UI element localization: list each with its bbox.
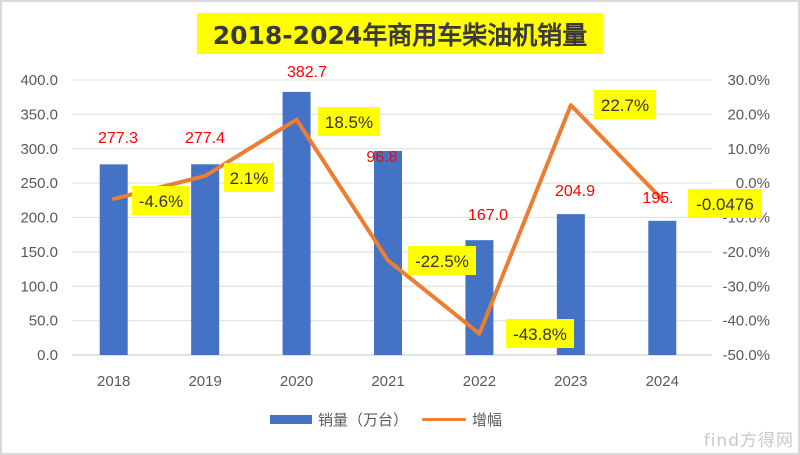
line-label-bg <box>688 189 762 218</box>
line-data-label: -0.0476 <box>696 195 754 214</box>
bar <box>99 164 128 355</box>
legend-swatch-line <box>422 418 467 421</box>
right-tick-label: 10.0% <box>727 141 770 158</box>
x-tick-label: 2018 <box>97 373 130 390</box>
left-tick-label: 200.0 <box>20 210 58 227</box>
left-tick-label: 400.0 <box>20 72 58 89</box>
line-label-bg <box>506 319 574 348</box>
x-tick-label: 2023 <box>554 373 587 390</box>
bar-data-label: 204.9 <box>555 183 595 200</box>
bar-data-label: 277.3 <box>98 130 138 147</box>
legend-swatch-bar <box>270 415 312 424</box>
right-tick-label: -30.0% <box>722 278 770 295</box>
left-axis-ticks: 0.0 50.0 100.0 150.0 200.0 250.0 300.0 350.0 400… <box>20 72 58 364</box>
chart-title-box: 2018-2024年商用车柴油机销量 <box>197 13 603 54</box>
right-tick-label: 0.0% <box>736 175 770 192</box>
bar-data-label: 382.7 <box>287 64 327 81</box>
x-tick-label: 2020 <box>280 373 313 390</box>
right-tick-label: -50.0% <box>722 347 770 364</box>
line-data-label: 2.1% <box>230 169 269 188</box>
line-data-label: 18.5% <box>325 113 373 132</box>
x-tick-label: 2021 <box>371 373 404 390</box>
x-tick-label: 2024 <box>646 373 679 390</box>
x-axis-ticks: 2018 2019 2020 2021 2022 2023 2024 <box>97 373 679 390</box>
bar <box>374 150 402 355</box>
bar-series <box>99 91 677 356</box>
bar <box>648 220 677 355</box>
left-tick-label: 250.0 <box>20 175 58 192</box>
legend-label-line: 增幅 <box>472 411 503 429</box>
right-tick-label: -20.0% <box>722 244 770 261</box>
line-label-bg <box>408 246 476 275</box>
bar-data-labels: 277.3 277.4 382.7 96.8 167.0 204.9 195. <box>98 64 674 224</box>
line-label-bg <box>224 163 274 192</box>
left-tick-label: 350.0 <box>20 106 58 123</box>
bar-data-label: 96.8 <box>366 149 397 166</box>
x-tick-label: 2019 <box>188 373 221 390</box>
legend: 销量（万台） 增幅 <box>270 409 502 430</box>
line-data-labels: -4.6% 2.1% 18.5% -22.5% -43.8% 22.7% -0.0476 <box>132 90 762 348</box>
left-tick-label: 0.0 <box>37 347 58 364</box>
line-data-label: -43.8% <box>513 325 567 344</box>
legend-label-bar: 销量（万台） <box>318 411 409 429</box>
right-tick-label: 20.0% <box>727 106 770 123</box>
left-tick-label: 300.0 <box>20 141 58 158</box>
x-tick-label: 2022 <box>463 373 496 390</box>
line-data-label: -4.6% <box>139 192 183 211</box>
line-data-label: -22.5% <box>415 252 469 271</box>
left-tick-label: 150.0 <box>20 244 58 261</box>
line-series <box>111 103 665 336</box>
line-label-bg <box>318 107 380 136</box>
right-tick-label: 30.0% <box>727 72 770 89</box>
bar <box>191 164 220 355</box>
watermark-logo: find方得网 <box>703 431 794 451</box>
line-label-bg <box>132 186 190 215</box>
left-tick-label: 100.0 <box>20 278 58 295</box>
bar-data-label: 195. <box>642 190 673 207</box>
line-label-bg <box>594 90 656 119</box>
left-tick-label: 50.0 <box>29 313 58 330</box>
right-tick-label: -40.0% <box>722 313 770 330</box>
line-data-label: 22.7% <box>601 96 649 115</box>
bar-data-label: 277.4 <box>185 130 225 147</box>
bar-data-label: 167.0 <box>468 207 508 224</box>
chart-title: 2018-2024年商用车柴油机销量 <box>212 20 588 50</box>
